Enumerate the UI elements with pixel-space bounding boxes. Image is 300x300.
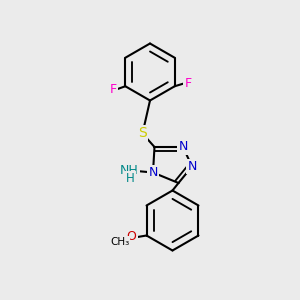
Text: N: N (187, 160, 197, 173)
Text: F: F (184, 77, 192, 90)
Text: H: H (126, 172, 135, 185)
Text: N: N (178, 140, 188, 154)
Text: S: S (138, 127, 147, 140)
Text: CH₃: CH₃ (110, 237, 129, 248)
Text: O: O (127, 230, 136, 244)
Text: F: F (110, 83, 117, 96)
Text: N: N (148, 166, 158, 179)
Text: NH: NH (120, 164, 138, 178)
